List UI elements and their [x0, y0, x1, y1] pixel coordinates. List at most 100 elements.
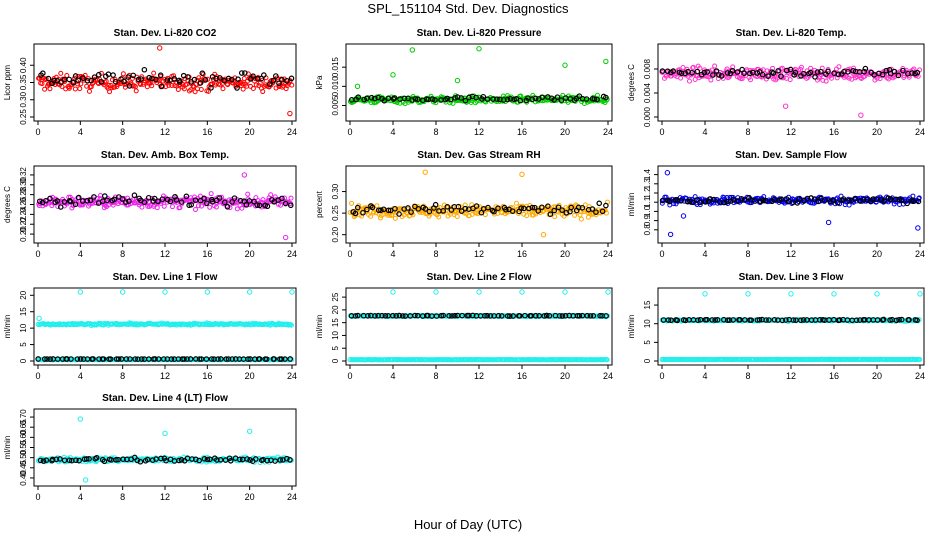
data-point [55, 204, 61, 210]
data-point [78, 81, 84, 87]
data-point [452, 357, 458, 363]
y-tick-label: 1.0 [643, 205, 652, 217]
data-point [508, 357, 514, 363]
data-point [565, 99, 571, 105]
data-point [118, 356, 125, 362]
data-point [361, 357, 367, 363]
data-point [898, 357, 904, 363]
data-point [132, 357, 138, 363]
data-point [903, 357, 909, 363]
data-point [807, 318, 813, 324]
data-point [363, 98, 369, 104]
data-point [84, 356, 91, 362]
data-point [856, 317, 862, 323]
data-point [80, 202, 86, 208]
data-point [573, 313, 579, 319]
data-point [889, 316, 895, 323]
data-point [413, 96, 419, 102]
data-point [578, 216, 584, 222]
data-point [82, 321, 88, 327]
data-point [240, 81, 246, 87]
data-point [787, 71, 793, 77]
data-point [879, 71, 886, 78]
data-point [190, 197, 196, 203]
data-point [97, 321, 103, 327]
data-point [218, 457, 224, 463]
data-point [430, 97, 436, 103]
data-point [838, 72, 844, 78]
data-point [251, 198, 257, 204]
data-point [110, 72, 116, 78]
y-tick-label: 0.010 [331, 76, 340, 97]
data-point [760, 357, 766, 363]
data-point [231, 321, 237, 327]
data-point [108, 199, 114, 205]
data-point [220, 456, 226, 462]
data-point [761, 317, 767, 323]
data-point [472, 210, 478, 216]
data-point [761, 70, 767, 76]
data-point [785, 198, 792, 205]
data-point [848, 198, 854, 204]
data-point [134, 321, 140, 327]
data-point [826, 197, 832, 203]
data-point [880, 317, 886, 323]
data-point [145, 321, 151, 327]
data-point [859, 317, 865, 323]
data-point [515, 357, 521, 363]
data-point [792, 69, 799, 76]
data-point [39, 321, 45, 327]
data-point [891, 317, 897, 323]
data-point [757, 199, 763, 205]
data-point [274, 197, 280, 203]
data-point [796, 357, 802, 363]
data-point [752, 357, 758, 363]
data-point [907, 195, 913, 201]
data-point [415, 96, 421, 103]
data-point [593, 212, 599, 218]
data-point [204, 459, 210, 465]
outlier-point [390, 72, 396, 78]
data-point [416, 313, 422, 319]
data-point [464, 312, 471, 319]
data-point [91, 322, 97, 328]
data-point [428, 357, 434, 363]
data-point [896, 317, 902, 323]
data-point [190, 456, 196, 462]
data-point [509, 208, 516, 214]
data-point [772, 195, 778, 201]
data-point [912, 70, 918, 77]
data-point [912, 357, 918, 363]
data-point [868, 69, 875, 76]
data-point [58, 456, 64, 462]
data-point [494, 357, 500, 363]
data-point [830, 196, 836, 202]
data-point [142, 357, 148, 363]
data-point [181, 454, 187, 460]
data-point [53, 357, 59, 363]
data-point [96, 320, 102, 326]
data-point [368, 313, 374, 319]
data-point [747, 200, 753, 206]
data-point [468, 99, 474, 105]
data-point [271, 198, 277, 204]
data-point [843, 73, 849, 79]
data-point [794, 70, 800, 76]
data-point [210, 76, 216, 82]
data-point [682, 317, 688, 323]
y-tick-label: 0.000 [643, 106, 652, 127]
data-point [432, 357, 438, 363]
data-point [570, 313, 577, 319]
data-point [492, 207, 498, 213]
data-point [162, 357, 168, 363]
data-point [898, 196, 904, 202]
data-point [83, 456, 90, 462]
y-tick-label: 0.65 [19, 419, 28, 435]
data-point [217, 199, 223, 205]
y-tick-label: 10 [331, 330, 340, 339]
data-point [184, 357, 190, 363]
x-tick-label: 24 [603, 371, 613, 381]
x-tick-label: 24 [287, 492, 297, 502]
data-point [668, 69, 674, 76]
